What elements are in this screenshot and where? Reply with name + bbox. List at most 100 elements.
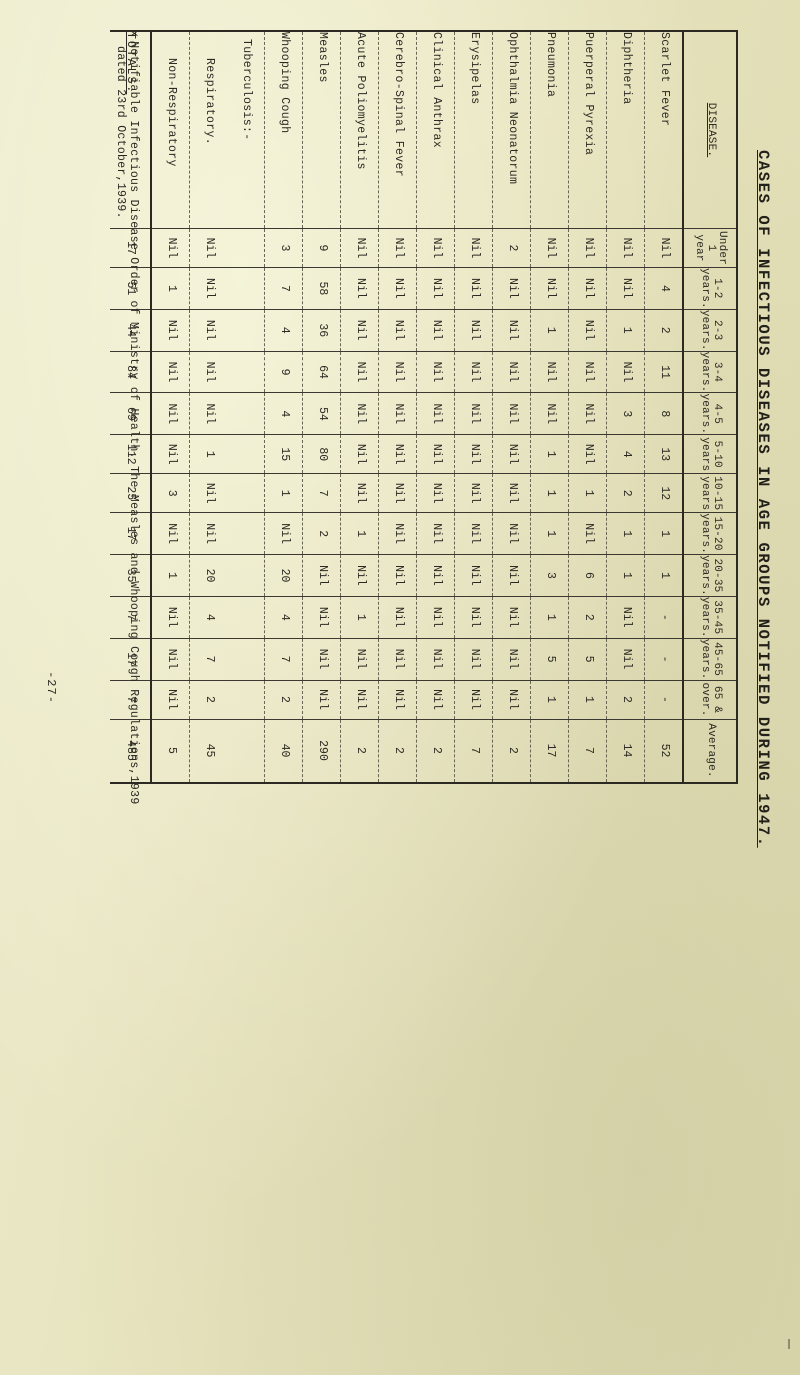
cell: Nil (454, 392, 493, 435)
table-row: Ophthalmia Neonatorum 2 Nil Nil Nil Nil … (492, 31, 531, 783)
cell: Nil (568, 228, 607, 268)
cell (227, 554, 265, 597)
cell (227, 473, 265, 513)
cell: Nil (151, 680, 190, 719)
cell: Nil (378, 473, 417, 513)
column-header-5-10-years: 5-10 years (683, 434, 737, 474)
cell-average: 2 (492, 719, 531, 783)
cell: 58 (302, 267, 341, 310)
row-label-pneumonia: Pneumonia (530, 31, 569, 229)
cell: Nil (416, 434, 455, 474)
cell: Nil (340, 351, 379, 393)
cell: 1 (189, 434, 227, 474)
cell: 2 (302, 512, 341, 555)
cell: 1 (644, 554, 683, 597)
cell: Nil (568, 351, 607, 393)
cell: Nil (454, 228, 493, 268)
table-row-group-heading: Tuberculosis:- (227, 31, 265, 783)
cell (227, 434, 265, 474)
cell: Nil (378, 267, 417, 310)
cell: Nil (606, 596, 645, 639)
cell: Nil (416, 392, 455, 435)
cell: Nil (340, 554, 379, 597)
column-header-line1: Average. (704, 723, 717, 778)
cell: Nil (492, 554, 531, 597)
cell (227, 512, 265, 555)
cell (227, 351, 265, 393)
column-header-4-5-years: 4-5 years. (683, 392, 737, 435)
cell: Nil (151, 638, 190, 680)
column-header-45-65-years: 45-65 years. (683, 638, 737, 680)
cell: Nil (530, 228, 569, 268)
cell: Nil (454, 473, 493, 513)
row-label-clinical-anthrax: Clinical Anthrax (416, 31, 455, 229)
cell (227, 680, 265, 719)
table-row: Erysipelas Nil Nil Nil Nil Nil Nil Nil N… (454, 31, 493, 783)
row-label-erysipelas: Erysipelas (454, 31, 493, 229)
cell: 1 (606, 512, 645, 555)
column-header-under-1-year: Under 1 year (683, 228, 737, 268)
cell: Nil (454, 512, 493, 555)
cell: Nil (530, 351, 569, 393)
cell: Nil (606, 638, 645, 680)
cell-average: 17 (530, 719, 569, 783)
cell: 7 (264, 267, 303, 310)
cell: 9 (302, 228, 341, 268)
cell: 11 (644, 351, 683, 393)
cell: Nil (189, 267, 227, 310)
cell-average: 40 (264, 719, 303, 783)
cell: Nil (302, 554, 341, 597)
footnote-line-1: Notifiable Infectious Disease Order of M… (127, 41, 140, 805)
column-header-line1: 3-4 (710, 361, 723, 383)
footnote-marker: x (127, 30, 140, 38)
column-header-3-4-years: 3-4 years. (683, 351, 737, 393)
table-row: Whooping Cough 3 7 4 9 4 15 1 Nil 20 4 7… (264, 31, 303, 783)
cell: Nil (340, 309, 379, 352)
cell: 2 (606, 473, 645, 513)
column-header-line1: 10-15 (710, 476, 723, 511)
cell: Nil (454, 434, 493, 474)
column-header-line1: 4-5 (710, 403, 723, 425)
cell: Nil (568, 512, 607, 555)
table-row: Puerperal Pyrexia Nil Nil Nil Nil Nil Ni… (568, 31, 607, 783)
cell: 1 (151, 267, 190, 310)
row-label-cerebro-spinal-fever: Cerebro-Spinal Fever (378, 31, 417, 229)
cell: 1 (606, 554, 645, 597)
row-label-scarlet-fever: Scarlet Fever (644, 31, 683, 229)
cell: Nil (454, 351, 493, 393)
table-row: Pneumonia Nil Nil 1 Nil Nil 1 1 1 3 1 5 … (530, 31, 569, 783)
cell: Nil (189, 228, 227, 268)
cell: Nil (416, 596, 455, 639)
cell: Nil (492, 473, 531, 513)
column-header-line2: years. (699, 268, 711, 309)
cell: 3 (264, 228, 303, 268)
cell-average: 2 (378, 719, 417, 783)
column-header-2-3-years: 2-3 years. (683, 309, 737, 352)
cell: Nil (378, 680, 417, 719)
footnote-line-2: dated 23rd October,1939. (114, 46, 127, 219)
cell: - (644, 638, 683, 680)
cell: Nil (151, 434, 190, 474)
cell: Nil (378, 638, 417, 680)
cell: Nil (606, 228, 645, 268)
row-label-tuberculosis-respiratory: Respiratory. (189, 31, 227, 229)
cell: Nil (340, 228, 379, 268)
column-header-15-20-years: 15-20 years. (683, 512, 737, 555)
cell: Nil (151, 596, 190, 639)
cell: Nil (151, 392, 190, 435)
cell: Nil (340, 680, 379, 719)
page-number: -27- (44, 671, 58, 704)
cell: Nil (416, 267, 455, 310)
cell: Nil (530, 392, 569, 435)
cell: 1 (340, 512, 379, 555)
table-row: Acute Poliomyelitis Nil Nil Nil Nil Nil … (340, 31, 379, 783)
cell: 20 (264, 554, 303, 597)
table-row: Scarlet Fever Nil 4 2 11 8 13 12 1 1 - -… (644, 31, 683, 783)
table-row: Respiratory. Nil Nil Nil Nil Nil 1 Nil N… (189, 31, 227, 783)
cell: Nil (416, 309, 455, 352)
cell: Nil (302, 638, 341, 680)
cell: 1 (530, 434, 569, 474)
cell: 1 (644, 512, 683, 555)
cell: 1 (530, 596, 569, 639)
cell-average: 52 (644, 719, 683, 783)
